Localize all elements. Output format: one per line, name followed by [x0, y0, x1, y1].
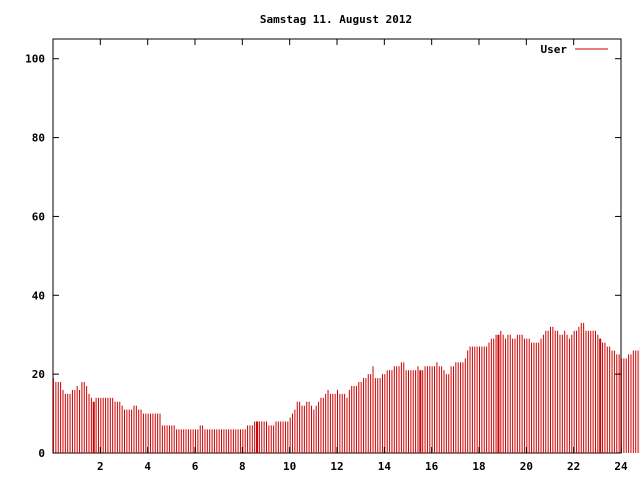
bar-group: [53, 322, 640, 453]
x-tick-label: 4: [144, 460, 151, 473]
y-tick-label: 20: [32, 368, 45, 381]
y-tick-label: 40: [32, 289, 45, 302]
chart-title: Samstag 11. August 2012: [260, 13, 412, 26]
x-tick-label: 2: [97, 460, 104, 473]
x-tick-label: 24: [614, 460, 628, 473]
x-axis: 2 4 6 8 10 12 14 16 18 20 22 24: [97, 39, 628, 473]
x-tick-label: 20: [520, 460, 533, 473]
x-tick-label: 22: [567, 460, 580, 473]
y-axis: 0 20 40 60 80 100: [25, 53, 621, 460]
x-tick-label: 6: [192, 460, 199, 473]
y-tick-label: 80: [32, 132, 45, 145]
x-tick-label: 14: [378, 460, 392, 473]
y-tick-label: 100: [25, 53, 45, 66]
y-tick-label: 0: [38, 447, 45, 460]
x-tick-label: 10: [283, 460, 296, 473]
x-tick-label: 18: [472, 460, 485, 473]
legend-label: User: [541, 43, 568, 56]
x-tick-label: 12: [330, 460, 343, 473]
y-tick-label: 60: [32, 210, 45, 223]
legend: User: [541, 43, 608, 56]
x-tick-label: 8: [239, 460, 246, 473]
x-tick-label: 16: [425, 460, 439, 473]
